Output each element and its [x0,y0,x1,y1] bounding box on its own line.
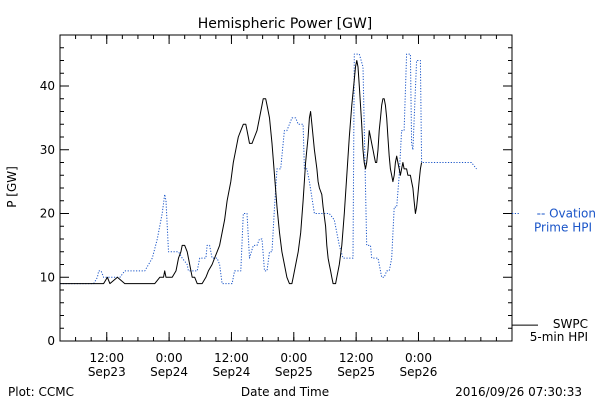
x-tick-label-date: Sep24 [150,365,188,379]
x-tick-label-time: 0:00 [280,351,307,365]
legend-ovation-label: -- Ovation [537,207,596,221]
footer-timestamp: 2016/09/26 07:30:33 [455,385,582,399]
legend-ovation-label-2: Prime HPI [534,221,592,235]
x-tick-label-time: 12:00 [89,351,124,365]
y-tick-label: 40 [40,79,55,93]
y-tick-label: 0 [47,334,55,348]
y-tick-label: 30 [40,143,55,157]
x-tick-label-date: Sep25 [337,365,375,379]
x-tick-label-time: 0:00 [405,351,432,365]
x-tick-label-date: Sep24 [213,365,251,379]
x-tick-label-date: Sep25 [275,365,313,379]
x-tick-label-date: Sep26 [400,365,438,379]
legend-swpc-label: SWPC [553,317,588,331]
x-axis-label: Date and Time [241,385,329,399]
y-axis-label: P [GW] [5,166,19,208]
chart-title: Hemispheric Power [GW] [198,16,373,32]
x-tick-label-date: Sep23 [88,365,126,379]
plot-frame [59,34,513,342]
x-tick-label-time: 12:00 [339,351,374,365]
x-tick-label-time: 12:00 [214,351,249,365]
plot-area: 01020304012:00Sep230:00Sep2412:00Sep240:… [40,34,513,379]
y-tick-label: 20 [40,207,55,221]
ovation-prime-series-line [60,53,477,285]
x-tick-label-time: 0:00 [156,351,183,365]
legend-swpc-label-2: 5-min HPI [530,330,588,344]
y-tick-label: 10 [40,270,55,284]
swpc-series-line [60,60,423,285]
footer-credit: Plot: CCMC [8,385,74,399]
